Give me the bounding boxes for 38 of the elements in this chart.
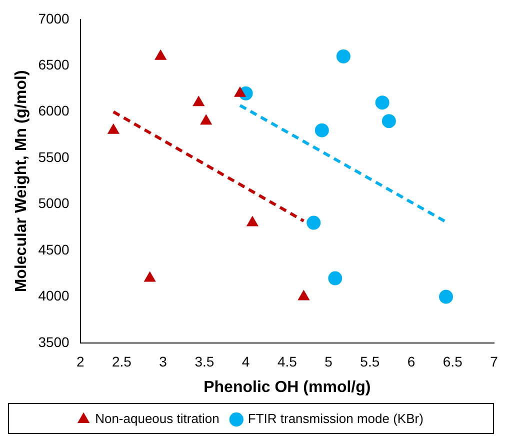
point (192, 96, 205, 106)
y-tick-label: 4000 (38, 288, 70, 304)
x-axis-title: Phenolic OH (mmol/g) (204, 378, 371, 396)
y-tick-label: 4500 (38, 241, 70, 258)
y-tick-label: 5500 (38, 148, 70, 165)
point (144, 271, 156, 282)
y-tick-label: 7000 (38, 10, 70, 26)
point (375, 96, 390, 110)
x-tick-label: 2 (76, 353, 84, 370)
point (336, 49, 350, 64)
y-axis-title: Molecular Weight, Mn (g/mol) (13, 70, 30, 292)
point (314, 123, 329, 138)
point (246, 216, 258, 226)
point (107, 123, 120, 134)
y-tick-label: 6000 (38, 102, 70, 119)
x-tick-label: 3.5 (194, 353, 214, 370)
point (382, 114, 396, 128)
point (439, 290, 454, 304)
x-tick-label: 5 (324, 353, 333, 370)
x-tick-label: 6 (407, 353, 416, 370)
point (234, 86, 246, 97)
x-tick-label: 4 (242, 353, 250, 370)
x-tick-label: 4.5 (277, 353, 298, 370)
point (306, 216, 321, 230)
x-tick-label: 2.5 (112, 353, 132, 370)
legend-label: FTIR transmission mode (KBr) (248, 411, 424, 426)
y-tick-label: 3500 (38, 334, 70, 350)
point (328, 271, 342, 286)
point (154, 49, 167, 60)
x-tick-label: 3 (159, 353, 168, 370)
x-tick-label: 5.5 (360, 353, 380, 370)
point (298, 290, 310, 300)
x-tick-label: 6.5 (442, 353, 463, 370)
y-tick-label: 5000 (38, 195, 70, 212)
legend-label: Non-aqueous titration (95, 411, 220, 426)
y-tick-label: 6500 (38, 56, 70, 72)
x-tick-label: 7 (490, 353, 498, 370)
point (200, 114, 212, 125)
